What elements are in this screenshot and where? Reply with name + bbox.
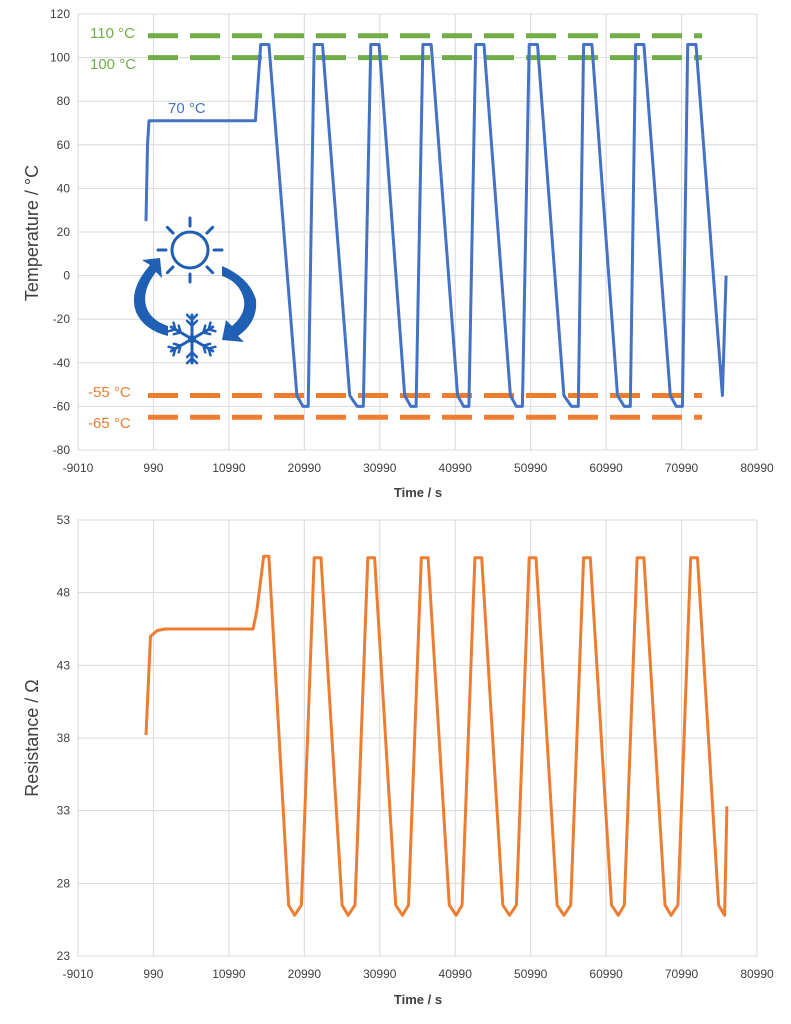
x-tick-label: 40990 <box>439 967 473 981</box>
y-tick-label: -40 <box>53 356 71 370</box>
y-tick-label: 23 <box>57 949 71 963</box>
y-tick-label: 60 <box>57 138 71 152</box>
x-tick-label: 20990 <box>288 461 322 475</box>
sun-icon <box>156 216 224 284</box>
x-tick-label: -9010 <box>63 461 94 475</box>
resistance-chart: 23 28 33 38 43 48 53 -9010 990 10990 20990 30990 40… <box>22 513 774 1007</box>
x-tick-label: 40990 <box>439 461 473 475</box>
resistance-x-ticks: -9010 990 10990 20990 30990 40990 50990 60990 70… <box>63 967 774 981</box>
y-tick-label: 100 <box>50 51 70 65</box>
temperature-y-axis-title: Temperature / °C <box>22 165 42 301</box>
y-tick-label: 53 <box>57 513 71 527</box>
resistance-x-axis-title: Time / s <box>394 992 442 1007</box>
y-tick-label: 33 <box>57 804 71 818</box>
annotation-70c: 70 °C <box>168 100 206 117</box>
annotation-110c: 110 °C <box>90 25 135 42</box>
y-tick-label: 38 <box>57 731 71 745</box>
y-tick-label: 40 <box>57 181 71 195</box>
resistance-gridlines <box>77 519 758 957</box>
x-tick-label: 30990 <box>363 967 397 981</box>
temperature-reference-lines <box>148 33 702 420</box>
y-tick-label: 28 <box>57 876 71 890</box>
x-tick-label: 10990 <box>212 461 246 475</box>
x-tick-label: 20990 <box>288 967 322 981</box>
x-tick-label: 30990 <box>363 461 397 475</box>
x-tick-label: 70990 <box>665 967 699 981</box>
temperature-x-ticks: -9010 990 10990 20990 30990 40990 50990 60990 70… <box>63 461 774 475</box>
x-tick-label: 990 <box>143 461 163 475</box>
y-tick-label: -60 <box>53 399 71 413</box>
x-tick-label: 50990 <box>514 461 548 475</box>
x-tick-label: 70990 <box>665 461 699 475</box>
annotation-minus55c: -55 °C <box>88 384 131 401</box>
y-tick-label: 120 <box>50 7 70 21</box>
x-tick-label: 10990 <box>212 967 246 981</box>
x-tick-label: -9010 <box>63 967 94 981</box>
temperature-y-ticks: -80 -60 -40 -20 0 20 40 60 80 100 120 <box>50 7 70 457</box>
y-tick-label: 80 <box>57 94 71 108</box>
y-tick-label: 43 <box>57 658 71 672</box>
x-tick-label: 50990 <box>514 967 548 981</box>
cycle-arrows-icon <box>133 216 257 365</box>
x-tick-label: 80990 <box>740 461 774 475</box>
x-tick-label: 990 <box>143 967 163 981</box>
x-tick-label: 80990 <box>740 967 774 981</box>
x-tick-label: 60990 <box>589 461 623 475</box>
annotation-100c: 100 °C <box>90 56 136 73</box>
temperature-x-axis-title: Time / s <box>394 485 442 500</box>
temperature-series-line <box>144 43 728 408</box>
y-tick-label: -20 <box>53 312 71 326</box>
resistance-series-line <box>144 554 729 917</box>
resistance-y-axis-title: Resistance / Ω <box>22 679 42 797</box>
y-tick-label: -80 <box>53 443 71 457</box>
y-tick-label: 0 <box>63 269 70 283</box>
resistance-y-ticks: 23 28 33 38 43 48 53 <box>57 513 71 963</box>
x-tick-label: 60990 <box>589 967 623 981</box>
y-tick-label: 48 <box>57 586 71 600</box>
annotation-minus65c: -65 °C <box>88 415 131 432</box>
snowflake-icon <box>167 313 217 365</box>
y-tick-label: 20 <box>57 225 71 239</box>
temperature-chart: -80 -60 -40 -20 0 20 40 60 80 100 120 -9010 990 1099… <box>22 7 774 500</box>
